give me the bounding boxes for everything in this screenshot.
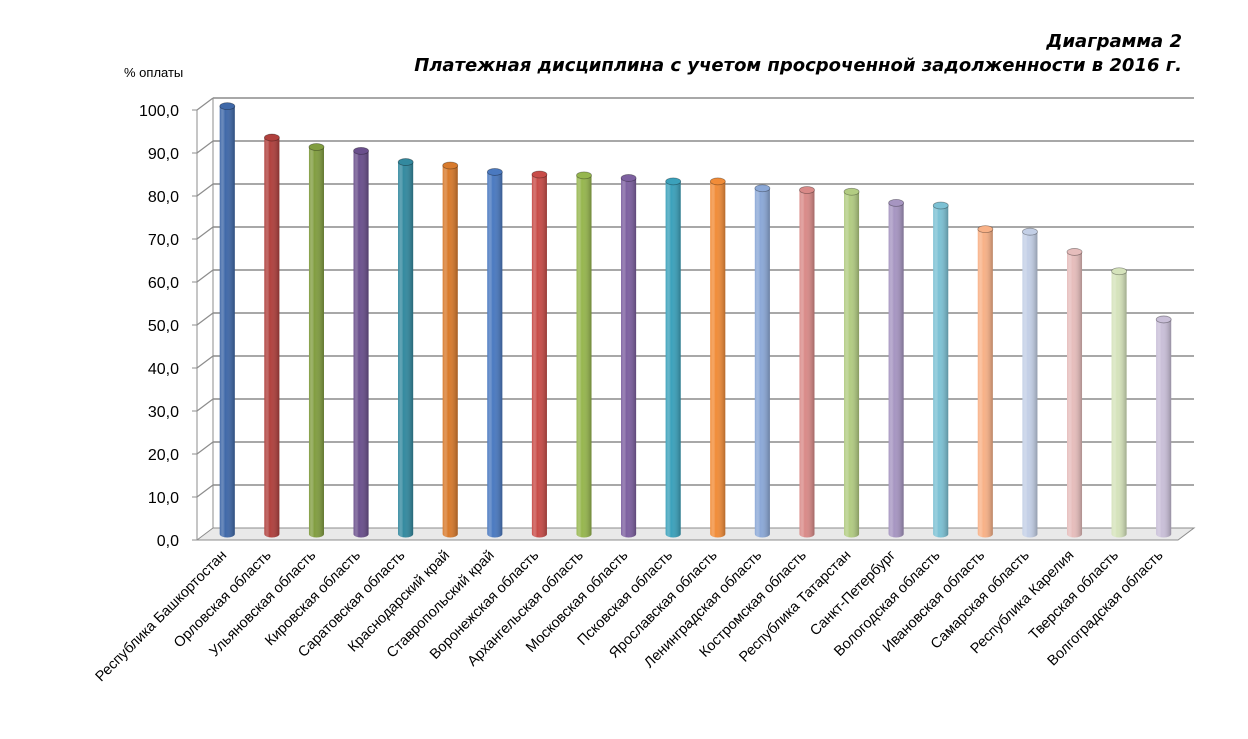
bar-shade bbox=[1022, 231, 1038, 538]
bar bbox=[709, 177, 726, 538]
bar bbox=[263, 133, 280, 538]
bar-top bbox=[486, 168, 503, 176]
bar bbox=[1155, 315, 1172, 538]
y-tick-label: 80,0 bbox=[148, 189, 179, 206]
bar-shade bbox=[710, 181, 726, 538]
bar bbox=[620, 174, 637, 538]
bar-top bbox=[442, 161, 459, 170]
bar bbox=[754, 184, 771, 538]
bar-shade bbox=[219, 106, 235, 538]
bar-shade bbox=[799, 190, 815, 538]
bar-top bbox=[1022, 227, 1038, 236]
bar-shade bbox=[487, 171, 503, 538]
y-tick-label: 0,0 bbox=[157, 533, 179, 550]
bar-shade bbox=[398, 162, 414, 538]
y-tick-label: 50,0 bbox=[148, 318, 179, 335]
y-tick-label: 100,0 bbox=[139, 103, 179, 120]
bar-top bbox=[709, 177, 726, 186]
grid-line-side bbox=[196, 312, 214, 326]
y-axis-label: % оплаты bbox=[124, 65, 184, 80]
grid-line-side bbox=[196, 140, 214, 154]
bar-shade bbox=[1156, 319, 1172, 538]
bar-shade bbox=[1111, 271, 1127, 538]
bar-top bbox=[932, 201, 949, 210]
bar-top bbox=[219, 102, 236, 111]
bar bbox=[308, 143, 325, 538]
bar bbox=[932, 201, 949, 538]
bar-top bbox=[665, 177, 682, 186]
bar-shade bbox=[621, 177, 637, 538]
grid-line-side bbox=[196, 269, 214, 283]
bar bbox=[576, 171, 592, 538]
grid-line-side bbox=[196, 183, 214, 197]
bar bbox=[531, 170, 548, 538]
bar-shade bbox=[754, 188, 770, 538]
bar-shade bbox=[576, 175, 592, 538]
bar bbox=[1066, 248, 1083, 538]
y-tick-label: 70,0 bbox=[148, 232, 179, 249]
bar bbox=[442, 161, 459, 538]
bar bbox=[219, 102, 236, 538]
bar bbox=[486, 168, 503, 538]
bar-top bbox=[977, 225, 994, 234]
y-tick-label: 90,0 bbox=[148, 146, 179, 163]
bars bbox=[219, 102, 1172, 538]
bar-shade bbox=[933, 205, 949, 538]
grid-line-side bbox=[196, 97, 214, 111]
bar-top bbox=[576, 171, 592, 180]
y-tick-label: 10,0 bbox=[148, 490, 179, 507]
bar-top bbox=[843, 187, 860, 196]
bar-top bbox=[888, 198, 905, 207]
y-tick-label: 30,0 bbox=[148, 404, 179, 421]
bar-shade bbox=[665, 181, 681, 538]
bar bbox=[1022, 227, 1038, 538]
y-tick-label: 20,0 bbox=[148, 447, 179, 464]
chart-subtitle: Платежная дисциплина с учетом просроченн… bbox=[414, 55, 1182, 76]
bar-top bbox=[353, 146, 369, 155]
y-axis-ticks: 0,0 10,0 20,0 30,0 40,0 50,0 60,0 70,0 80,0 90,0 1… bbox=[139, 103, 197, 550]
grid-line-side bbox=[196, 484, 214, 498]
grid-line-side bbox=[196, 226, 214, 240]
bar-top bbox=[1111, 267, 1128, 276]
bar-top bbox=[1066, 248, 1083, 256]
bar-top bbox=[620, 174, 637, 182]
bar-top bbox=[754, 184, 771, 193]
bar-top bbox=[1155, 315, 1172, 324]
bar bbox=[843, 187, 860, 538]
bar bbox=[665, 177, 682, 538]
chart-walls bbox=[195, 98, 1196, 541]
y-tick-label: 40,0 bbox=[148, 361, 179, 378]
bar-shade bbox=[1067, 251, 1083, 538]
y-tick-label: 60,0 bbox=[148, 275, 179, 292]
bar-shade bbox=[442, 165, 458, 538]
bar-top bbox=[799, 186, 815, 194]
bar bbox=[977, 225, 994, 538]
bar-shade bbox=[977, 229, 993, 538]
bar bbox=[799, 186, 815, 538]
bar bbox=[888, 198, 905, 538]
bar-shade bbox=[888, 202, 904, 538]
grid-line-side bbox=[196, 355, 214, 369]
bar bbox=[397, 158, 414, 538]
bar-top bbox=[263, 133, 280, 142]
bar-shade bbox=[844, 191, 860, 538]
bar bbox=[353, 146, 369, 538]
bar-top bbox=[308, 143, 325, 151]
bar-top bbox=[397, 158, 414, 166]
bar-shade bbox=[531, 174, 547, 538]
bar-shade bbox=[308, 147, 324, 538]
chart-title: Диаграмма 2 bbox=[1046, 31, 1182, 52]
grid-lines bbox=[196, 97, 1194, 498]
bar-shade bbox=[264, 137, 280, 538]
grid-line-side bbox=[196, 441, 214, 455]
bar-shade bbox=[353, 150, 369, 538]
grid-line-side bbox=[196, 398, 214, 412]
bar-top bbox=[531, 170, 548, 179]
chart-floor bbox=[195, 527, 1196, 541]
bar bbox=[1111, 267, 1128, 538]
